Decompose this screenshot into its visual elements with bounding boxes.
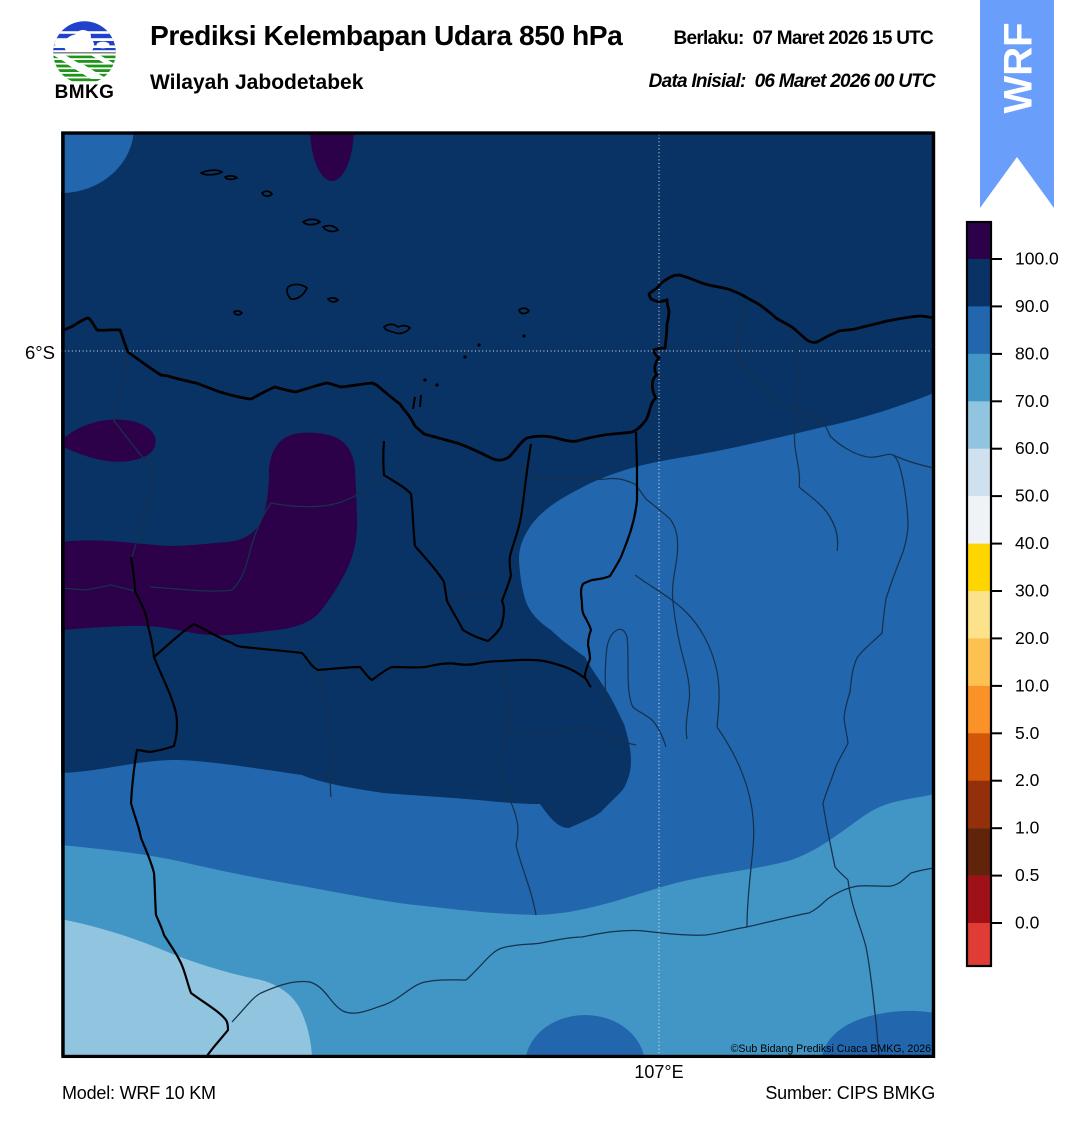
svg-text:60.0: 60.0 [1015,438,1049,458]
svg-text:90.0: 90.0 [1015,296,1049,316]
svg-text:0.0: 0.0 [1015,913,1040,933]
svg-text:5.0: 5.0 [1015,723,1040,743]
svg-text:WRF: WRF [997,22,1041,113]
svg-text:2.0: 2.0 [1015,770,1040,790]
svg-text:30.0: 30.0 [1015,581,1049,601]
svg-text:0.5: 0.5 [1015,865,1039,885]
svg-text:10.0: 10.0 [1015,675,1049,695]
svg-text:1.0: 1.0 [1015,818,1040,838]
svg-text:100.0: 100.0 [1015,249,1059,269]
svg-text:©Sub Bidang Prediksi Cuaca BMK: ©Sub Bidang Prediksi Cuaca BMKG, 2026 [731,1043,931,1055]
svg-text:20.0: 20.0 [1015,628,1049,648]
svg-text:40.0: 40.0 [1015,533,1049,553]
svg-text:80.0: 80.0 [1015,343,1049,363]
svg-text:70.0: 70.0 [1015,391,1049,411]
svg-text:50.0: 50.0 [1015,486,1049,506]
